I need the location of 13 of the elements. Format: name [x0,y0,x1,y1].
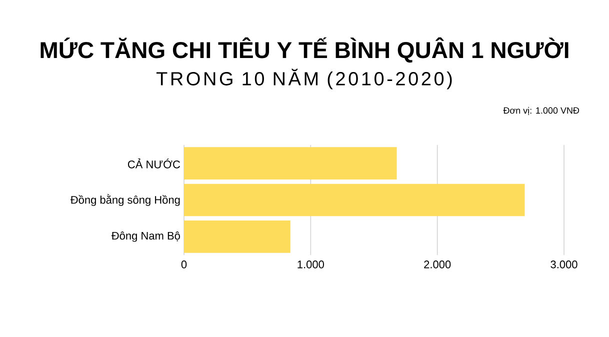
bar [184,147,397,180]
x-tick-label: 3.000 [550,260,578,268]
chart-subtitle: TRONG 10 NĂM (2010-2020) [156,68,452,90]
chart-title: MỨC TĂNG CHI TIÊU Y TẾ BÌNH QUÂN 1 NGƯỜI [40,37,568,63]
text: Đơn vị: 1.000 VNĐ [503,107,580,115]
bar [184,220,290,253]
y-tick-label: CẢ NƯỚC [128,158,180,168]
x-tick-label: 2.000 [424,260,451,268]
x-tick-label: 1.000 [298,260,324,268]
y-tick-label: Đồng bằng sông Hồng [70,194,180,206]
bar [184,184,525,216]
x-tick-label: 0 [181,260,187,268]
y-tick-label: Đông Nam Bộ [111,232,180,242]
